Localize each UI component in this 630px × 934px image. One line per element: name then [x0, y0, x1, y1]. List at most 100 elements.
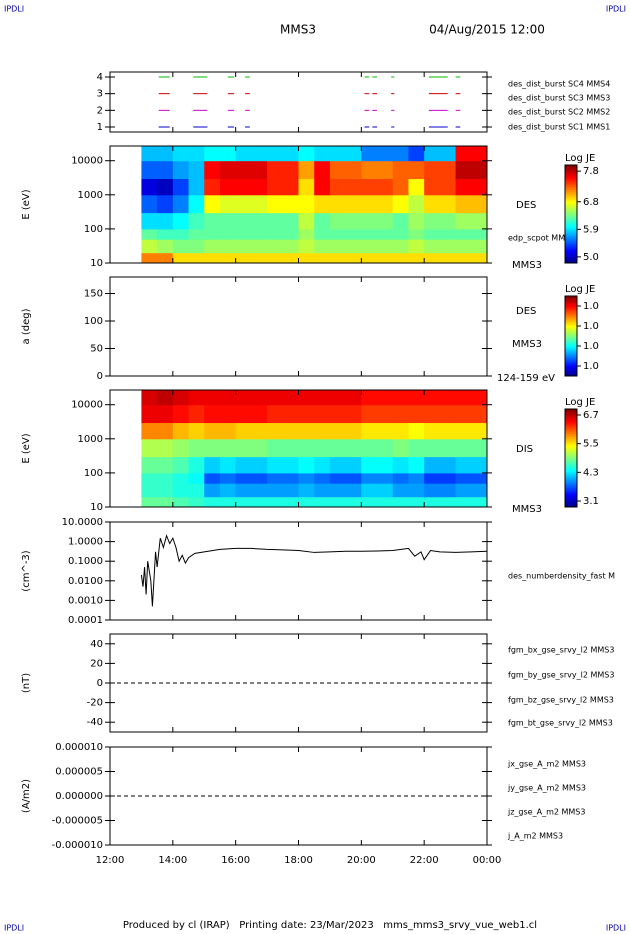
- spectrogram-cell: [329, 456, 362, 474]
- colorbar-segment: [565, 368, 577, 370]
- spectrogram-cell: [141, 178, 158, 196]
- colorbar-segment: [565, 438, 577, 441]
- colorbar-segment: [565, 360, 577, 362]
- spectrogram-cell: [204, 239, 221, 254]
- spectrogram-cell: [408, 160, 425, 180]
- colorbar-segment: [565, 474, 577, 477]
- spectrogram-cell: [298, 252, 315, 264]
- spectrogram-cell: [455, 472, 488, 484]
- y-axis-label: E (eV): [21, 433, 32, 463]
- colorbar-segment: [565, 484, 577, 487]
- spectrogram-cell: [298, 228, 315, 240]
- colorbar-tick-label: 5.0: [583, 252, 599, 263]
- colorbar-segment: [565, 298, 577, 301]
- x-tick-label: 12:00: [96, 855, 125, 866]
- spectrogram-cell: [141, 160, 158, 180]
- colorbar-segment: [565, 340, 577, 342]
- colorbar-segment: [565, 328, 577, 330]
- spectrogram-cell: [455, 390, 488, 406]
- spectrogram-cell: [267, 472, 299, 484]
- colorbar-label: Log JE: [565, 284, 595, 295]
- spectrogram-cell: [314, 212, 331, 230]
- spectrogram-cell: [408, 404, 425, 424]
- spectrogram-cell: [408, 252, 425, 264]
- colorbar-tick-label: 1.0: [583, 341, 599, 352]
- spectrogram-cell: [329, 438, 362, 458]
- spectrogram-cell: [298, 422, 315, 440]
- colorbar-segment: [565, 204, 577, 207]
- panel-label: DIS: [516, 444, 533, 455]
- colorbar-segment: [565, 322, 577, 325]
- colorbar-segment: [565, 227, 577, 230]
- y-tick-label: 3: [97, 89, 103, 100]
- colorbar-tick-label: 3.1: [583, 496, 599, 507]
- y-tick-label: 0.000010: [55, 742, 103, 753]
- spectrogram-cell: [235, 252, 268, 264]
- spectrogram-cell: [204, 483, 221, 498]
- spectrogram-cell: [235, 483, 268, 498]
- colorbar-segment: [565, 212, 577, 215]
- y-tick-label: 20: [90, 658, 103, 669]
- y-tick-label: 100: [84, 316, 103, 327]
- colorbar-segment: [565, 184, 577, 187]
- colorbar-segment: [565, 173, 577, 176]
- spectrogram-cell: [204, 146, 221, 162]
- colorbar-segment: [565, 296, 577, 298]
- spectrogram-cell: [392, 228, 409, 240]
- spectrogram-cell: [298, 438, 315, 458]
- y-axis-label: a (deg): [21, 308, 32, 344]
- spectrogram-cell: [408, 472, 425, 484]
- spectrogram-cell: [219, 194, 237, 214]
- colorbar-segment: [565, 314, 577, 317]
- colorbar-label: Log JE: [565, 397, 595, 408]
- spectrogram-cell: [141, 496, 158, 508]
- spectrogram-cell: [219, 178, 237, 196]
- spectrogram-cell: [172, 239, 190, 254]
- legend-entry: des_dist_burst SC4 MMS4: [508, 80, 610, 89]
- spectrogram-cell: [157, 239, 174, 254]
- colorbar-segment: [565, 428, 577, 431]
- x-tick-label: 16:00: [221, 855, 250, 866]
- spectrogram-cell: [267, 404, 299, 424]
- colorbar-tick-label: 6.8: [583, 197, 599, 208]
- colorbar-segment: [565, 192, 577, 195]
- colorbar-segment: [565, 301, 577, 304]
- spectrogram-cell: [188, 404, 205, 424]
- colorbar-segment: [565, 426, 577, 430]
- spectrogram-cell: [267, 178, 299, 196]
- y-tick-label: 1: [97, 122, 103, 133]
- colorbar-segment: [565, 361, 577, 364]
- legend-entry: des_dist_burst SC1 MMS1: [508, 123, 610, 132]
- spectrogram-cell: [424, 483, 457, 498]
- colorbar-segment: [565, 453, 577, 456]
- spectrogram-cell: [455, 194, 488, 214]
- spectrogram-cell: [298, 160, 315, 180]
- spectrogram-cell: [329, 194, 362, 214]
- spectrogram-cell: [361, 496, 394, 508]
- colorbar-segment: [565, 495, 577, 498]
- spectrogram-cell: [455, 456, 488, 474]
- spectrogram-cell: [157, 194, 174, 214]
- spectrogram-cell: [408, 146, 425, 162]
- spectrogram-cell: [361, 404, 394, 424]
- colorbar-segment: [565, 199, 577, 202]
- spectrogram-cell: [235, 178, 268, 196]
- y-tick-label: -40: [87, 717, 103, 728]
- y-tick-label: 40: [90, 639, 103, 650]
- spectrogram-cell: [298, 472, 315, 484]
- colorbar-segment: [565, 366, 577, 369]
- legend-entry: fgm_bz_gse_srvy_l2 MMS3: [508, 696, 614, 705]
- spectrogram-cell: [314, 194, 331, 214]
- panel-frame: [109, 276, 488, 377]
- spectrogram-cell: [329, 483, 362, 498]
- spectrogram-cell: [172, 472, 190, 484]
- colorbar-segment: [565, 249, 577, 253]
- colorbar-segment: [565, 451, 577, 454]
- spectrogram-cell: [267, 483, 299, 498]
- y-tick-label: 0.0010: [68, 595, 103, 606]
- y-tick-label: 10000: [71, 156, 103, 167]
- colorbar-segment: [565, 215, 577, 218]
- colorbar-segment: [565, 243, 577, 246]
- spectrogram-cell: [204, 194, 221, 214]
- spectrogram-cell: [188, 178, 205, 196]
